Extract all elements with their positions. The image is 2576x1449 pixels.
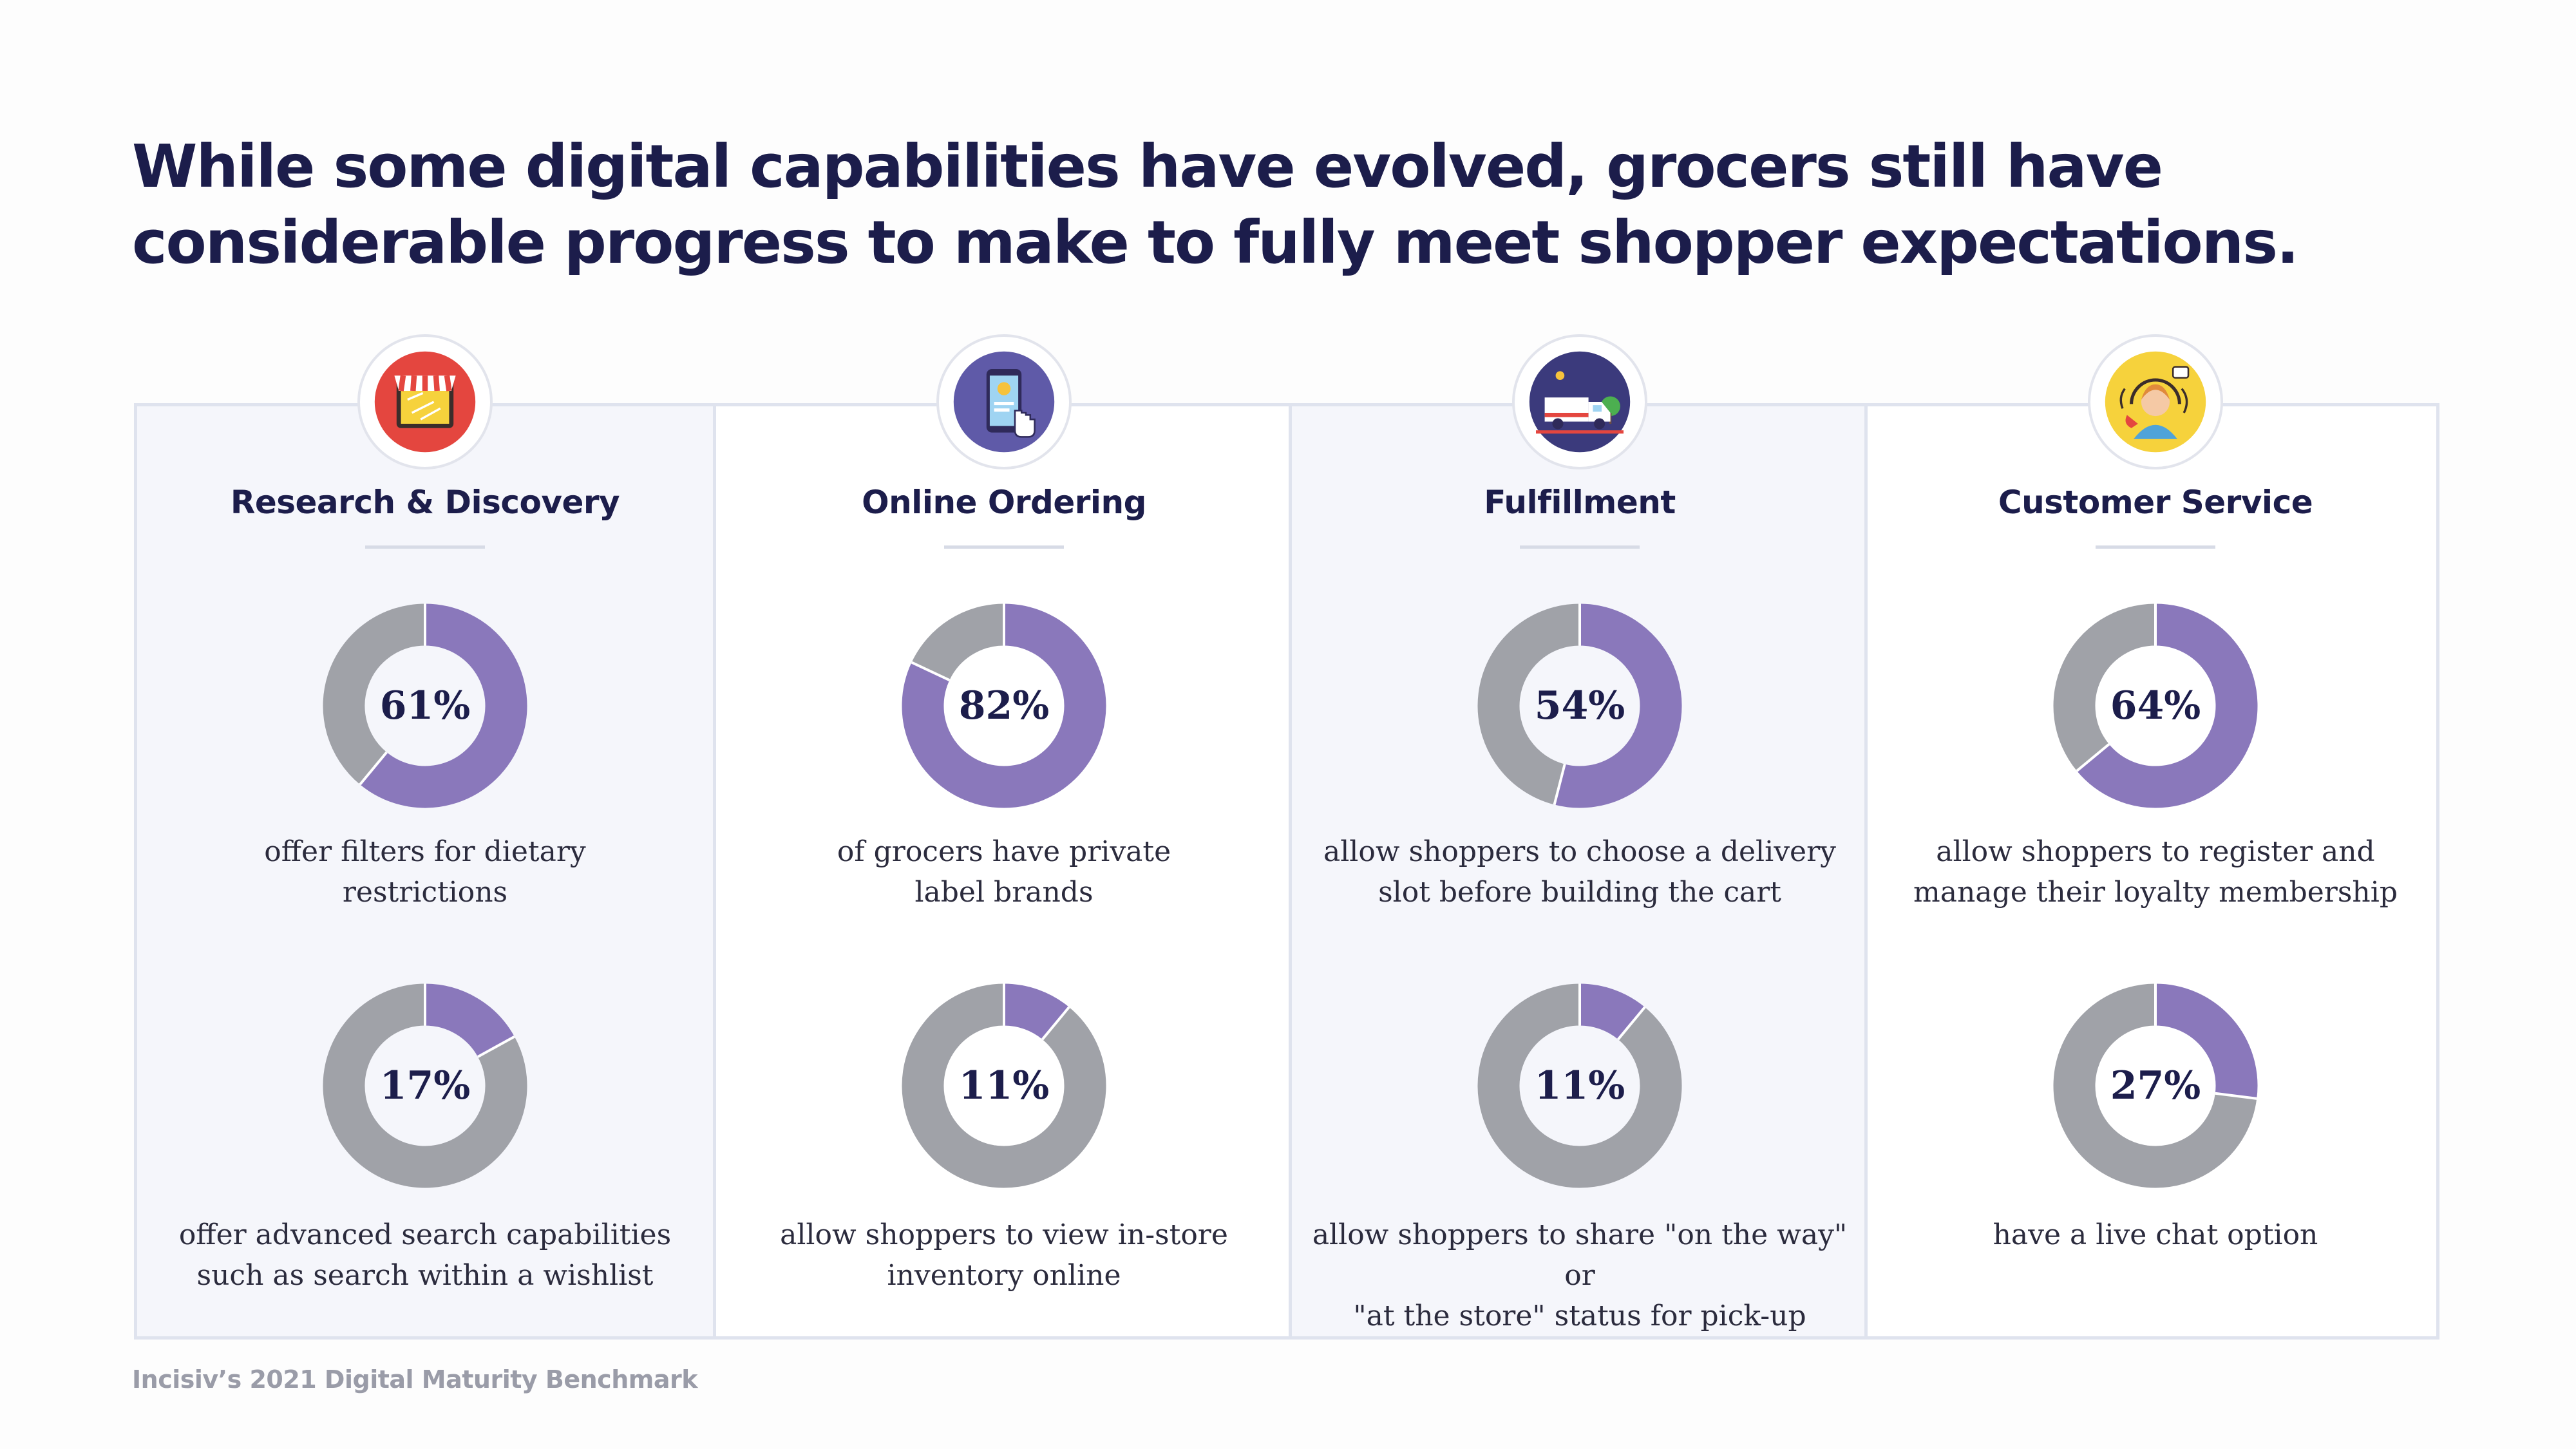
segment-separator <box>1617 1006 1646 1041</box>
segment-separator <box>911 661 951 681</box>
donut-chart: 11% <box>1473 980 1686 1192</box>
donut-value-segment <box>1554 603 1682 808</box>
column-research-discovery: Research & Discovery 61% offer filters f… <box>137 334 713 1336</box>
column-title: Customer Service <box>1998 484 2313 521</box>
column-title: Research & Discovery <box>230 484 620 521</box>
donut-value-segment <box>1578 983 1645 1040</box>
donut-remaining-segment <box>911 603 1005 681</box>
donut-remaining-segment <box>1477 983 1682 1188</box>
data-label: 61% <box>379 683 471 728</box>
title-line-1: While some digital capabilities have evo… <box>132 132 2163 201</box>
column-title: Fulfillment <box>1484 484 1676 521</box>
donut-chart: 27% <box>2049 980 2262 1192</box>
storefront-tablet-icon <box>357 334 493 469</box>
segment-separator <box>1041 1006 1070 1041</box>
donut-remaining-segment <box>2053 983 2257 1188</box>
stats-panel: Research & Discovery 61% offer filters f… <box>134 334 2439 1340</box>
donut-chart: 11% <box>898 980 1110 1192</box>
donut-value-segment <box>902 603 1106 808</box>
donut-remaining-segment <box>323 603 426 785</box>
donut-chart: 54% <box>1473 600 1686 812</box>
donut-value-segment <box>424 983 515 1057</box>
segment-separator <box>2215 1092 2257 1100</box>
column-online-ordering: Online Ordering 82% of grocers have priv… <box>713 334 1292 1336</box>
stat-caption: allow shoppers to choose a delivery slot… <box>1323 835 1836 909</box>
title-divider <box>1520 545 1640 549</box>
stat-caption: allow shoppers to view in-store inventor… <box>780 1218 1228 1292</box>
stat-caption: offer advanced search capabilities such … <box>178 1218 672 1292</box>
delivery-truck-icon <box>1512 334 1647 469</box>
data-label: 82% <box>958 683 1050 728</box>
column-customer-service: Customer Service 64% allow shoppers to r… <box>1864 334 2443 1336</box>
page-title: While some digital capabilities have evo… <box>132 129 2515 281</box>
donut-value-segment <box>2154 983 2258 1099</box>
donut-remaining-segment <box>323 983 527 1188</box>
column-fulfillment: Fulfillment 54% allow shoppers to choose… <box>1289 334 1868 1336</box>
stat-caption: allow shoppers to register and manage th… <box>1913 835 2398 909</box>
segment-separator <box>1553 764 1566 806</box>
source-footer: Incisiv’s 2021 Digital Maturity Benchmar… <box>132 1365 698 1394</box>
donut-chart: 64% <box>2049 600 2262 812</box>
donut-remaining-segment <box>2053 603 2156 772</box>
data-label: 54% <box>1534 683 1625 728</box>
data-label: 17% <box>379 1063 471 1108</box>
donut-value-segment <box>1003 983 1070 1040</box>
column-title: Online Ordering <box>862 484 1146 521</box>
title-divider <box>944 545 1064 549</box>
donut-value-segment <box>360 603 527 808</box>
data-label: 11% <box>1534 1063 1625 1108</box>
segment-separator <box>359 751 388 786</box>
title-divider <box>2096 545 2215 549</box>
data-label: 11% <box>958 1063 1050 1108</box>
stat-caption: offer filters for dietary restrictions <box>264 835 586 909</box>
stat-caption: have a live chat option <box>1993 1218 2318 1251</box>
segment-separator <box>477 1035 515 1058</box>
donut-chart: 17% <box>319 980 531 1192</box>
donut-remaining-segment <box>1477 603 1580 805</box>
stat-caption: of grocers have private label brands <box>837 835 1171 909</box>
donut-chart: 61% <box>319 600 531 812</box>
phone-ordering-icon <box>936 334 1072 469</box>
data-label: 64% <box>2110 683 2201 728</box>
support-agent-icon <box>2088 334 2223 469</box>
donut-chart: 82% <box>898 600 1110 812</box>
stat-caption: allow shoppers to share "on the way" or … <box>1312 1218 1848 1332</box>
data-label: 27% <box>2110 1063 2201 1108</box>
segment-separator <box>2076 743 2110 772</box>
title-line-2: considerable progress to make to fully m… <box>132 208 2299 277</box>
donut-remaining-segment <box>902 983 1106 1188</box>
donut-value-segment <box>2076 603 2258 808</box>
title-divider <box>365 545 485 549</box>
